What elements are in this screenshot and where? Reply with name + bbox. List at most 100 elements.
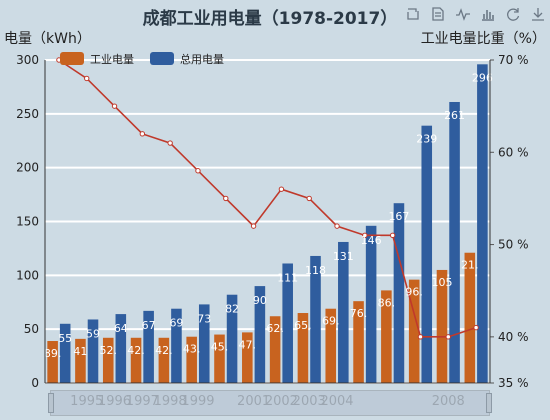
industrial-bar-label: 21.	[461, 259, 479, 272]
industrial-bar	[408, 279, 420, 383]
industrial-bar	[297, 313, 309, 383]
total-bar-label: 55	[58, 332, 72, 345]
left-tick-label: 300	[16, 53, 39, 67]
legend-swatch	[150, 52, 174, 65]
total-bar	[393, 203, 405, 383]
industrial-bar-label: 96.	[405, 286, 423, 299]
industrial-bar	[464, 252, 476, 383]
left-tick-label: 100	[16, 268, 39, 282]
left-tick-label: 50	[24, 322, 39, 336]
data-zoom-slider[interactable]	[48, 390, 492, 416]
total-bar-label: 59	[86, 327, 100, 340]
industrial-bar-label: 76.	[350, 307, 368, 320]
industrial-bar	[269, 316, 281, 383]
industrial-bar	[130, 337, 142, 383]
ratio-point	[445, 334, 451, 340]
industrial-bar-label: 42.	[155, 344, 173, 357]
total-bar	[477, 64, 488, 383]
total-bar-label: 82	[225, 303, 239, 316]
total-bar	[338, 241, 349, 383]
total-bar	[198, 304, 210, 383]
ratio-point	[306, 195, 312, 202]
total-bar	[171, 308, 182, 383]
right-axis-title: 工业电量比重（%）	[420, 31, 546, 47]
total-bar-label: 146	[361, 234, 382, 247]
industrial-bar-label: 41	[73, 345, 87, 358]
industrial-bar	[75, 338, 86, 383]
chart-title: 成都工业用电量（1978-2017）	[142, 9, 398, 29]
data-zoom-right-handle[interactable]	[486, 393, 492, 413]
total-bar-label: 131	[333, 250, 354, 263]
total-bar	[365, 225, 377, 383]
industrial-bar	[186, 336, 197, 383]
right-tick-label: 70 %	[498, 53, 529, 67]
industrial-bar-label: 65.	[294, 319, 312, 332]
ratio-point	[417, 334, 424, 340]
industrial-bar	[325, 308, 337, 383]
industrial-bar	[242, 332, 253, 383]
bar-chart-icon[interactable]	[480, 6, 496, 22]
refresh-icon[interactable]	[505, 6, 521, 22]
left-axis-title: 电量（kWh）	[4, 31, 91, 47]
line-chart-icon[interactable]	[455, 6, 471, 22]
right-tick-label: 60 %	[498, 145, 529, 159]
total-bar-label: 73	[197, 312, 211, 325]
industrial-bar	[436, 269, 448, 383]
industrial-bar	[353, 301, 364, 383]
data-zoom-left-handle[interactable]	[48, 393, 54, 413]
restore-icon[interactable]	[405, 6, 421, 22]
ratio-point	[195, 168, 201, 174]
industrial-bar-label: 62.	[266, 322, 284, 335]
total-bar-label: 67	[142, 319, 156, 332]
industrial-bar-label: 86.	[378, 296, 396, 309]
legend-label: 总用电量	[180, 52, 224, 66]
industrial-bar	[47, 341, 58, 383]
total-bar-label: 167	[388, 210, 409, 223]
total-bar	[59, 323, 71, 383]
total-bar	[143, 310, 154, 383]
industrial-bar-label: 52.	[99, 344, 117, 357]
ratio-point	[250, 223, 257, 229]
ratio-point	[111, 103, 118, 109]
total-bar-label: 261	[444, 109, 465, 122]
industrial-bar	[214, 334, 225, 383]
total-bar	[87, 319, 99, 383]
ratio-point	[278, 186, 285, 192]
left-tick-label: 150	[16, 215, 39, 229]
total-bar	[282, 263, 293, 383]
total-bar-label: 69	[169, 317, 183, 330]
left-tick-label: 0	[31, 376, 39, 390]
legend-swatch	[60, 52, 84, 65]
ratio-point	[223, 195, 229, 202]
total-bar	[310, 255, 321, 383]
industrial-bar-label: 42.	[127, 344, 145, 357]
industrial-bar	[102, 337, 114, 383]
industrial-bar	[381, 290, 392, 383]
data-view-icon[interactable]	[430, 6, 446, 22]
left-tick-label: 250	[16, 107, 39, 121]
ratio-point	[473, 324, 479, 331]
ratio-point	[139, 131, 146, 137]
total-bar-label: 111	[277, 271, 298, 284]
industrial-bar-label: 47.	[239, 338, 257, 351]
total-bar-label: 296	[472, 71, 493, 84]
industrial-bar-label: 105	[431, 276, 452, 289]
ratio-point	[167, 140, 173, 146]
total-bar	[226, 294, 238, 383]
total-bar-label: 118	[305, 264, 326, 277]
download-icon[interactable]	[530, 6, 546, 22]
ratio-point	[84, 75, 90, 82]
chart-toolbox	[405, 6, 546, 22]
right-tick-label: 50 %	[498, 238, 529, 252]
total-bar	[421, 125, 433, 383]
data-zoom-range[interactable]	[51, 391, 489, 415]
total-bar	[449, 101, 460, 384]
right-tick-label: 40 %	[498, 330, 529, 344]
legend-label: 工业电量	[90, 53, 134, 66]
ratio-point	[362, 232, 368, 239]
left-tick-label: 200	[16, 161, 39, 175]
industrial-bar-label: 45.	[211, 341, 229, 354]
total-bar-label: 239	[416, 133, 437, 146]
total-bar-label: 90	[253, 294, 267, 307]
